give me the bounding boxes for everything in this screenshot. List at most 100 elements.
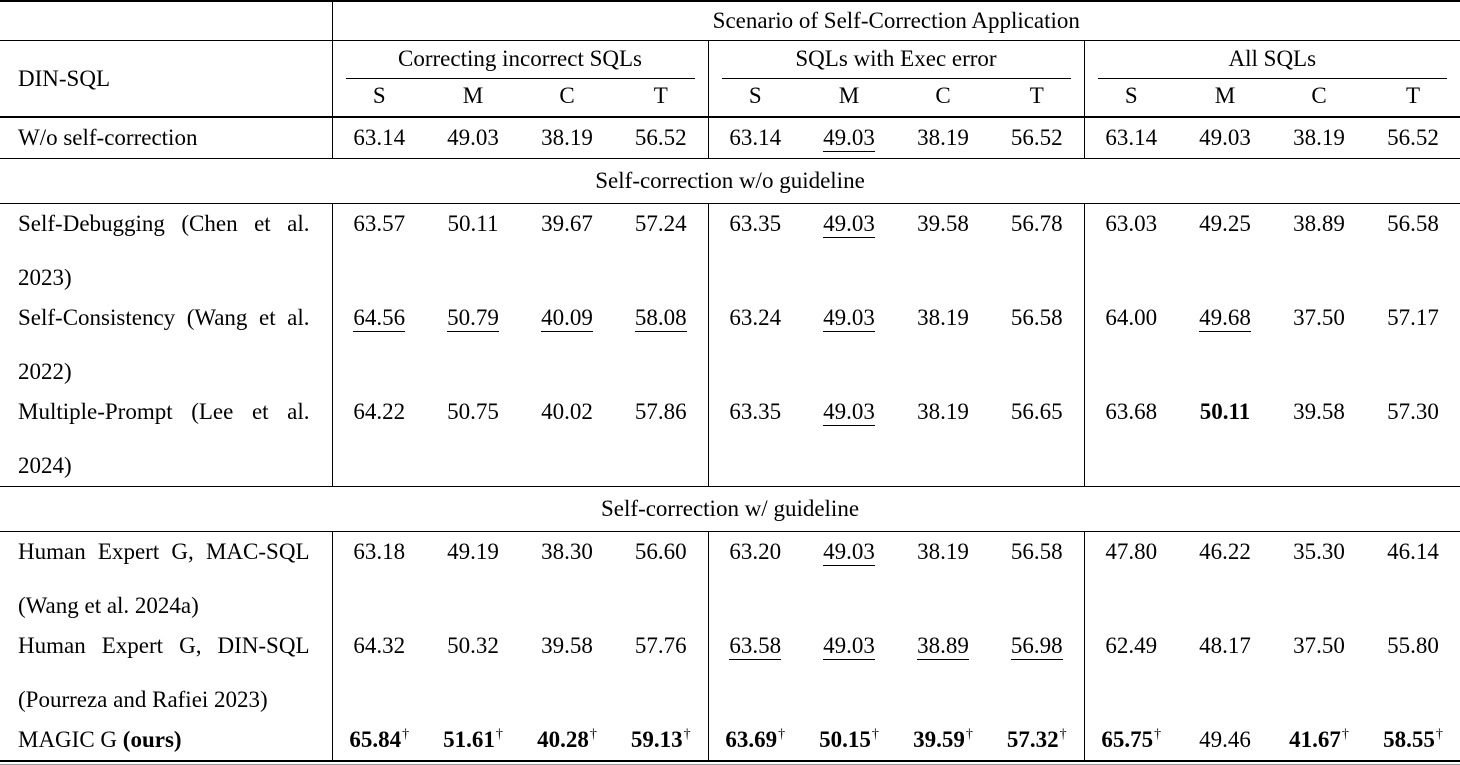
value-text: 63.18 — [353, 539, 406, 564]
value-cell: 50.11 — [1178, 392, 1272, 487]
value-cell: 48.17 — [1178, 626, 1272, 720]
value-text: 57.24 — [634, 211, 687, 236]
value-text: 63.14 — [1105, 125, 1158, 150]
value-cell: 49.03 — [1178, 117, 1272, 159]
value-cell: 56.58 — [990, 532, 1084, 627]
value-cell: 62.49 — [1083, 626, 1178, 720]
value-cell: 65.75† — [1083, 720, 1178, 761]
value-text: 64.00 — [1105, 305, 1158, 330]
value-text: 35.30 — [1293, 539, 1345, 564]
value-cell: 51.61† — [426, 720, 520, 761]
value-cell: 38.19 — [896, 298, 990, 392]
value-text: 63.14 — [729, 125, 782, 150]
row-label-line: Human Expert G, MAC-SQL — [18, 539, 310, 564]
value-text: 50.32 — [447, 633, 499, 658]
subcol-header-m-group3: M — [1178, 79, 1272, 118]
data-row: Human Expert G, MAC-SQL (Wang et al. 2024… — [0, 531, 1460, 627]
value-text: 39.59 — [913, 727, 965, 752]
section-header-row: Self-correction w/o guideline — [0, 158, 1460, 204]
row-label-line: 2022) — [18, 359, 72, 384]
value-cell: 49.25 — [1178, 204, 1272, 299]
value-text: 56.52 — [634, 125, 687, 150]
value-text: 56.58 — [1010, 305, 1063, 330]
row-label-line: (Wang et al. 2024a) — [18, 593, 199, 618]
value-text: 57.76 — [634, 633, 687, 658]
value-cell: 63.35 — [707, 203, 802, 298]
value-text: 64.22 — [353, 399, 406, 424]
subcol-header-t-group1: T — [614, 79, 708, 118]
value-text: 37.50 — [1293, 633, 1345, 658]
group-header-all-sqls: All SQLs — [1083, 40, 1460, 79]
value-cell: 59.13† — [614, 720, 708, 761]
row-label: W/o self-correction — [0, 117, 332, 159]
value-text: 49.03 — [823, 305, 875, 332]
group-header-label: All SQLs — [1097, 42, 1448, 79]
row-label: Self-Debugging (Chen et al. 2023) — [0, 204, 332, 299]
value-text: 58.55 — [1383, 727, 1435, 752]
value-cell: 49.03 — [802, 204, 896, 299]
scenario-header: Scenario of Self-Correction Application — [331, 1, 1460, 41]
group-header-label: Correcting incorrect SQLs — [345, 42, 695, 79]
value-cell: 38.19 — [896, 532, 990, 627]
value-text: 49.46 — [1199, 727, 1251, 752]
value-text: 49.03 — [823, 125, 875, 152]
value-cell: 63.68 — [1083, 392, 1178, 487]
value-text: 65.84 — [349, 727, 402, 752]
value-cell: 64.32 — [331, 626, 426, 720]
value-cell: 56.58 — [1366, 204, 1460, 299]
value-text: 38.19 — [917, 125, 969, 150]
value-text: 49.03 — [1199, 125, 1251, 150]
data-row: Self-Debugging (Chen et al. 2023) 63.57 50.… — [0, 203, 1460, 299]
value-text: 59.13 — [630, 727, 683, 752]
subcol-header-t-group3: T — [1366, 79, 1460, 118]
row-label-line: Multiple-Prompt (Lee et al. — [18, 399, 310, 424]
value-text: 63.68 — [1105, 399, 1158, 424]
subcol-header-c-group3: C — [1272, 79, 1366, 118]
value-cell: 46.14 — [1366, 532, 1460, 627]
row-label: Human Expert G, MAC-SQL (Wang et al. 2024… — [0, 532, 332, 627]
value-cell: 39.59† — [896, 720, 990, 761]
group-header-correcting: Correcting incorrect SQLs — [331, 40, 708, 79]
value-text: 56.58 — [1010, 539, 1063, 564]
dagger-marker: † — [683, 727, 691, 743]
value-text: 58.08 — [634, 305, 687, 332]
dagger-marker: † — [778, 727, 786, 743]
value-cell: 63.57 — [331, 203, 426, 298]
value-cell: 56.52 — [614, 117, 708, 159]
value-cell: 63.58 — [707, 626, 802, 720]
row-label: Human Expert G, DIN-SQL (Pourreza and Raf… — [0, 626, 332, 720]
value-cell: 65.84† — [331, 720, 426, 761]
subcol-header-s-group2: S — [707, 79, 802, 118]
value-cell: 35.30 — [1272, 532, 1366, 627]
group-header-label: SQLs with Exec error — [721, 42, 1071, 79]
value-cell: 56.65 — [990, 392, 1084, 487]
value-cell: 37.50 — [1272, 298, 1366, 392]
row-label-header: DIN-SQL — [0, 40, 332, 118]
value-text: 38.19 — [1293, 125, 1345, 150]
value-cell: 57.76 — [614, 626, 708, 720]
value-cell: 38.19 — [1272, 117, 1366, 159]
section-header-row: Self-correction w/ guideline — [0, 486, 1460, 532]
value-text: 56.58 — [1387, 211, 1439, 236]
section-header: Self-correction w/ guideline — [0, 486, 1460, 532]
value-cell: 63.69† — [707, 720, 802, 761]
value-cell: 56.60 — [614, 532, 708, 627]
data-row: Multiple-Prompt (Lee et al. 2024) 64.22 50.… — [0, 392, 1460, 487]
value-cell: 39.58 — [896, 204, 990, 299]
value-text: 56.78 — [1010, 211, 1063, 236]
value-text: 39.58 — [1293, 399, 1345, 424]
row-label-part: MAGIC G — [18, 727, 123, 752]
value-text: 38.19 — [917, 399, 969, 424]
value-cell: 63.03 — [1083, 203, 1178, 298]
value-text: 38.89 — [917, 633, 969, 660]
row-label-line: 2024) — [18, 453, 72, 478]
subcol-header-c-group2: C — [896, 79, 990, 118]
value-text: 50.11 — [447, 211, 499, 236]
value-cell: 57.32† — [990, 720, 1084, 761]
value-text: 56.60 — [634, 539, 687, 564]
value-cell: 39.58 — [1272, 392, 1366, 487]
value-cell: 49.03 — [802, 117, 896, 159]
value-cell: 63.14 — [331, 117, 426, 159]
value-text: 38.19 — [917, 539, 969, 564]
